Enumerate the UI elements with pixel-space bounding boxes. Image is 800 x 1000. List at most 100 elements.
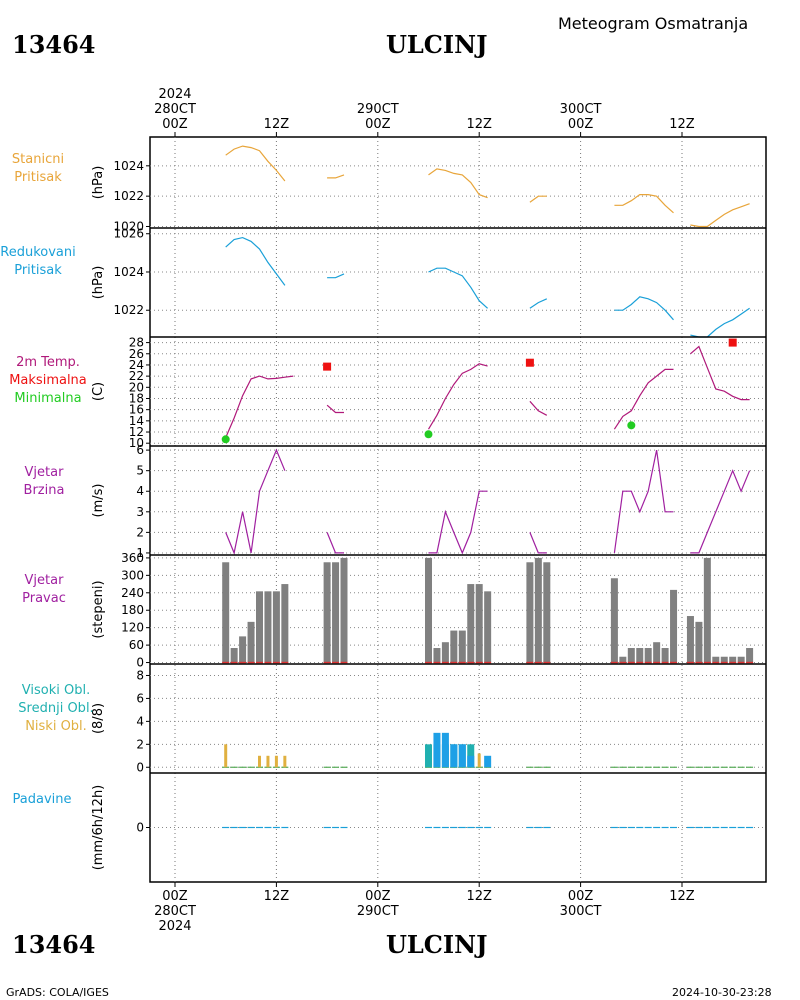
bottom-time-label: 00Z (365, 889, 391, 904)
wind-direction-bar (627, 648, 635, 663)
wind-direction-bar (484, 591, 492, 663)
y-tick-label: 16 (129, 403, 144, 417)
panel-title: Visoki Obl. (22, 683, 90, 698)
bottom-time-label: 12Z (669, 889, 695, 904)
y-tick-label: 10 (129, 436, 144, 450)
series-line (427, 363, 488, 430)
footer-credit: GrADS: COLA/IGES (6, 986, 109, 999)
wind-direction-bar (720, 656, 728, 663)
panel-title: Vjetar (25, 465, 65, 480)
wind-direction-bar (737, 656, 745, 663)
wind-direction-bar (543, 562, 551, 663)
series-line (225, 145, 286, 182)
wind-direction-bar (526, 562, 534, 663)
tmin-marker (221, 435, 230, 444)
cloud-low-bar (283, 755, 287, 768)
cloud-mid-bar (441, 732, 449, 768)
y-tick-label: 3 (136, 505, 144, 519)
y-tick-label: 1022 (113, 303, 144, 317)
series-line (690, 307, 750, 338)
y-tick-label: 14 (129, 414, 144, 428)
y-tick-label: 5 (136, 464, 144, 478)
cloud-mid-bar (433, 732, 441, 768)
y-tick-label: 1022 (113, 189, 144, 203)
bottom-time-label: 12Z (466, 889, 492, 904)
top-time-label: 00Z (365, 117, 391, 132)
y-tick-label: 1024 (113, 159, 144, 173)
panel-title: Srednji Obl. (18, 701, 93, 716)
y-tick-label: 1 (136, 546, 144, 560)
wind-direction-bar (247, 621, 255, 663)
wind-direction-bar (256, 591, 263, 663)
y-tick-label: 2 (136, 525, 144, 539)
bottom-time-label: 300CT (560, 904, 602, 919)
y-tick-label: 20 (129, 380, 144, 394)
bottom-time-label: 280CT (154, 904, 196, 919)
wind-direction-bar (610, 578, 618, 663)
series-line (428, 490, 488, 555)
y-tick-label: 2 (136, 737, 144, 751)
top-time-label: 00Z (162, 117, 188, 132)
wind-direction-bar (332, 562, 340, 663)
wind-direction-bar (323, 562, 331, 663)
panel-title: Stanicni (12, 152, 64, 167)
station-id-top: 13464 (12, 30, 96, 59)
station-name-bottom: ULCINJ (386, 930, 488, 959)
wind-direction-bar (653, 642, 661, 663)
y-tick-label: 6 (136, 691, 144, 705)
cloud-mid-bar (458, 744, 466, 768)
series-line (529, 532, 547, 554)
wind-direction-bar (467, 584, 475, 663)
y-tick-label: 0 (136, 821, 144, 835)
wind-direction-bar (272, 591, 280, 663)
plot-frame (149, 136, 767, 883)
wind-direction-bar (239, 636, 247, 663)
tmin-marker (424, 430, 433, 439)
station-id-bottom: 13464 (12, 930, 96, 959)
series-line (428, 168, 488, 199)
cloud-low-bar (224, 744, 228, 768)
y-tick-label: 0 (136, 760, 144, 774)
y-axis-label: (hPa) (91, 266, 106, 300)
series-line (225, 448, 286, 555)
series-line (690, 469, 751, 554)
top-time-label: 2024 (158, 87, 191, 102)
tmax-marker (728, 338, 737, 347)
series-line (428, 267, 489, 309)
cloud-low-bar (274, 755, 278, 768)
y-tick-label: 28 (129, 336, 144, 350)
cloud-low-bar (477, 753, 481, 768)
y-tick-label: 120 (121, 621, 144, 635)
wind-direction-bar (729, 656, 737, 663)
series-line (614, 296, 674, 321)
panel-title: Vjetar (25, 573, 65, 588)
y-tick-label: 4 (136, 714, 144, 728)
panel-title: Pritisak (14, 263, 62, 278)
series-line (614, 194, 674, 214)
y-tick-label: 22 (129, 369, 144, 383)
tmin-marker (627, 421, 636, 430)
wind-direction-bar (264, 591, 272, 663)
wind-direction-bar (746, 648, 754, 663)
series-line (327, 174, 345, 179)
station-name-top: ULCINJ (386, 30, 488, 59)
y-tick-label: 360 (121, 551, 144, 565)
y-axis-label: (m/s) (91, 484, 106, 518)
cloud-mid-bar (467, 755, 475, 768)
wind-direction-bar (475, 584, 483, 663)
top-time-label: 290CT (357, 102, 399, 117)
tmax-marker (525, 358, 534, 367)
wind-direction-bar (281, 584, 289, 663)
top-time-label: 300CT (560, 102, 602, 117)
meteogram-subtitle: Meteogram Osmatranja (558, 14, 749, 33)
y-tick-label: 12 (129, 425, 144, 439)
top-time-label: 12Z (466, 117, 492, 132)
panel-title: Maksimalna (9, 373, 87, 388)
wind-direction-bar (534, 557, 542, 663)
wind-direction-bar (670, 589, 678, 663)
cloud-low-bar (266, 755, 270, 768)
y-axis-label: (C) (91, 382, 106, 401)
y-tick-label: 60 (129, 638, 144, 652)
wind-direction-bar (686, 616, 694, 663)
